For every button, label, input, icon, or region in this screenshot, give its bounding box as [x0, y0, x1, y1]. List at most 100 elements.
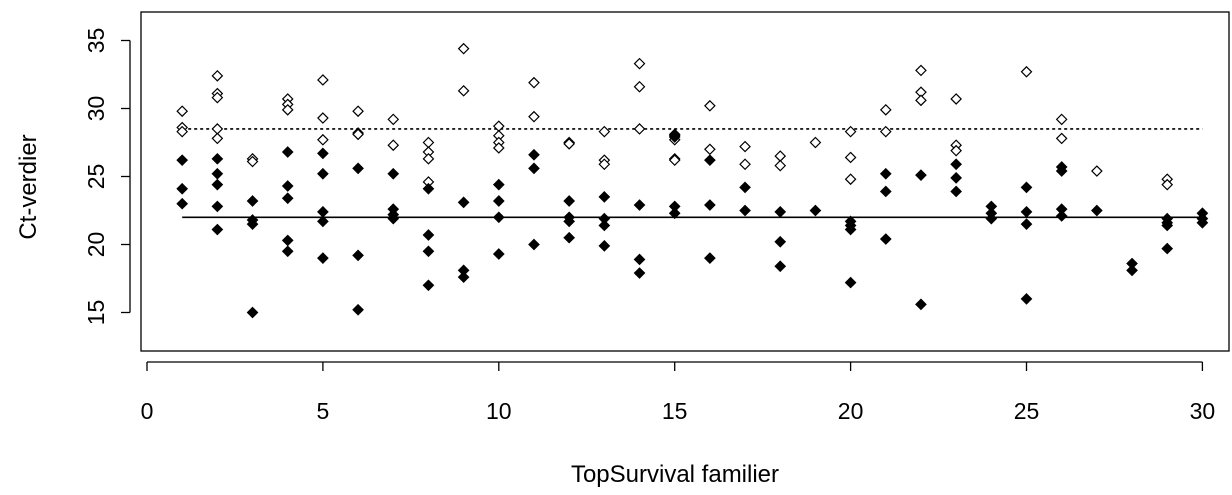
open-diamond-point	[844, 151, 857, 164]
open-diamond-point	[211, 91, 224, 104]
open-diamond-point	[281, 104, 294, 116]
open-diamond-point	[176, 105, 189, 118]
open-diamond-point	[352, 105, 364, 118]
filled-diamond-point	[774, 206, 787, 218]
filled-diamond-point	[352, 303, 364, 316]
x-axis: 0 5 10 15 20 25 30	[141, 361, 1216, 424]
filled-diamond-point	[492, 211, 505, 224]
open-diamond-point	[563, 138, 576, 150]
x-tick-label: 10	[486, 398, 512, 424]
filled-diamond-point	[317, 147, 329, 160]
filled-diamond-point	[281, 234, 294, 247]
filled-diamond-point	[1055, 165, 1068, 177]
open-diamond-point	[1055, 113, 1068, 126]
filled-diamond-point	[668, 131, 681, 143]
filled-diamond-point	[492, 195, 505, 207]
filled-diamond-point	[879, 167, 892, 180]
filled-diamond-point	[704, 154, 716, 167]
filled-diamond-point	[879, 233, 892, 245]
x-axis-title: TopSurvival familier	[571, 461, 779, 488]
open-diamond-point	[352, 128, 364, 141]
open-diamond-point	[176, 125, 189, 138]
filled-diamond-point	[1126, 264, 1138, 277]
filled-diamond-point	[422, 229, 435, 241]
y-tick-label: 15	[83, 300, 109, 326]
filled-diamond-point	[457, 271, 470, 283]
open-diamond-point	[457, 84, 470, 97]
open-diamond-point	[915, 94, 927, 107]
plot-frame	[140, 11, 1230, 352]
data-points	[176, 42, 1209, 319]
filled-diamond-point	[809, 204, 822, 217]
open-diamond-point	[457, 42, 470, 55]
filled-diamond-point	[317, 215, 329, 228]
open-diamond-point	[879, 125, 892, 138]
open-diamond-point	[844, 125, 857, 138]
filled-diamond-point	[985, 212, 998, 225]
filled-diamond-point	[528, 238, 540, 251]
open-diamond-point	[317, 74, 329, 86]
x-tick-label: 30	[1190, 398, 1216, 424]
filled-diamond-point	[176, 182, 189, 195]
filled-diamond-point	[879, 185, 892, 198]
filled-diamond-point	[281, 146, 294, 158]
filled-diamond-point	[1020, 293, 1033, 305]
filled-diamond-point	[211, 223, 224, 236]
open-diamond-point	[422, 136, 435, 149]
y-tick-label: 25	[83, 164, 109, 190]
filled-diamond-point	[633, 199, 646, 211]
filled-diamond-point	[950, 185, 962, 198]
open-diamond-point	[246, 155, 259, 168]
y-tick-label: 20	[83, 232, 109, 258]
filled-diamond-point	[492, 178, 505, 191]
filled-diamond-point	[281, 180, 294, 192]
filled-diamond-point	[492, 248, 505, 260]
filled-diamond-point	[1161, 242, 1174, 255]
filled-diamond-point	[211, 152, 224, 165]
filled-diamond-point	[352, 249, 364, 262]
filled-diamond-point	[317, 167, 329, 180]
filled-diamond-point	[387, 212, 400, 225]
filled-diamond-point	[211, 178, 224, 191]
y-tick-label: 35	[83, 28, 109, 54]
open-diamond-point	[1055, 132, 1068, 145]
filled-diamond-point	[633, 253, 646, 266]
filled-diamond-point	[317, 252, 329, 264]
filled-diamond-point	[598, 240, 611, 252]
filled-diamond-point	[528, 162, 540, 175]
filled-diamond-point	[211, 200, 224, 213]
filled-diamond-point	[844, 223, 857, 236]
reference-lines	[182, 128, 1203, 219]
filled-diamond-point	[246, 218, 259, 230]
filled-diamond-point	[739, 204, 751, 217]
open-diamond-point	[1161, 178, 1174, 191]
filled-diamond-point	[668, 207, 681, 220]
filled-diamond-point	[563, 231, 576, 244]
open-diamond-point	[211, 70, 224, 82]
filled-diamond-point	[915, 298, 927, 311]
x-tick-label: 15	[662, 398, 688, 424]
open-diamond-point	[809, 136, 822, 149]
y-tick-label: 30	[83, 96, 109, 122]
filled-diamond-point	[422, 182, 435, 195]
x-tick-label: 0	[141, 398, 154, 424]
open-diamond-point	[387, 139, 400, 152]
open-diamond-point	[422, 152, 435, 165]
open-diamond-point	[950, 93, 962, 105]
filled-diamond-point	[528, 148, 540, 161]
filled-diamond-point	[704, 252, 716, 264]
filled-diamond-point	[774, 235, 787, 248]
y-axis-title: Ct-verdier	[15, 134, 42, 239]
open-diamond-point	[528, 110, 540, 123]
filled-diamond-point	[387, 167, 400, 180]
filled-diamond-point	[1161, 219, 1174, 232]
filled-diamond-point	[950, 172, 962, 184]
filled-diamond-point	[317, 206, 329, 218]
filled-diamond-point	[739, 181, 751, 194]
open-diamond-point	[492, 142, 505, 154]
filled-diamond-point	[352, 162, 364, 175]
filled-diamond-point	[246, 306, 259, 319]
open-diamond-point	[1091, 165, 1103, 177]
filled-diamond-point	[176, 197, 189, 210]
